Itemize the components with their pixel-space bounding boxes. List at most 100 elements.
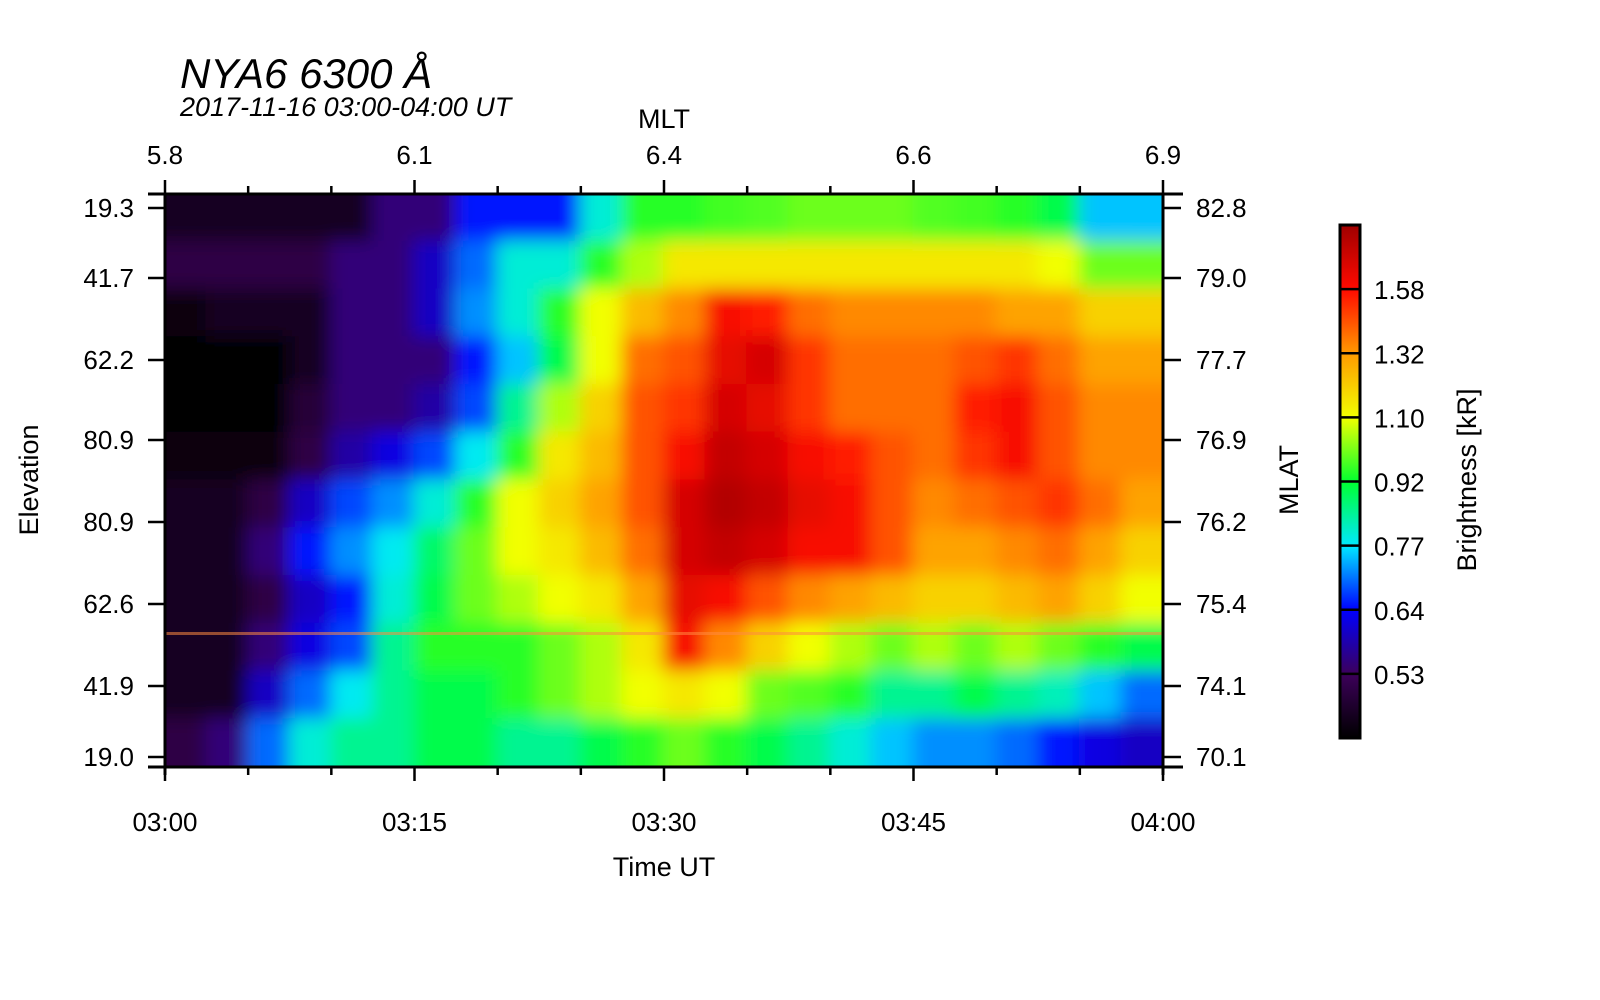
heatmap-cell	[288, 718, 333, 767]
heatmap-cell	[954, 431, 998, 482]
heatmap-cell	[330, 622, 374, 673]
heatmap-cell	[371, 194, 416, 243]
heatmap-cell	[995, 240, 1040, 291]
heatmap-cell	[288, 194, 333, 243]
heatmap-cell	[455, 384, 499, 434]
heatmap-cell	[288, 527, 333, 577]
heatmap-cell	[413, 718, 458, 767]
heatmap-cell	[1078, 670, 1123, 721]
x-tick-label: 03:00	[132, 807, 197, 837]
heatmap-cell	[330, 718, 374, 767]
x-tick-label: 03:45	[881, 807, 946, 837]
heatmap-cell	[621, 194, 665, 243]
heatmap-cell	[496, 384, 541, 434]
colorbar-band	[1340, 225, 1360, 290]
heatmap-cell	[995, 575, 1040, 625]
y-left-tick-label: 41.9	[83, 671, 134, 701]
heatmap-cell	[954, 336, 998, 386]
heatmap-cell	[413, 479, 458, 530]
heatmap-cell	[746, 240, 790, 291]
heatmap-cell	[205, 575, 250, 625]
heatmap-cell	[829, 622, 873, 673]
heatmap-cell	[496, 336, 541, 386]
heatmap-cell	[663, 431, 707, 482]
heatmap-cell	[746, 288, 790, 339]
heatmap-cell	[954, 718, 998, 767]
y-left-tick-label: 80.9	[83, 507, 134, 537]
heatmap-cell	[538, 622, 582, 673]
heatmap-cell	[954, 575, 998, 625]
heatmap-cell	[704, 431, 749, 482]
heatmap-cell	[247, 336, 291, 386]
heatmap-cell	[912, 527, 957, 577]
heatmap-cell	[413, 670, 458, 721]
heatmap-cell	[205, 527, 250, 577]
heatmap-cell	[247, 288, 291, 339]
heatmap-cell	[455, 288, 499, 339]
heatmap-cell	[455, 527, 499, 577]
heatmap-cell	[954, 479, 998, 530]
heatmap-cell	[165, 288, 208, 339]
heatmap-cell	[1120, 575, 1163, 625]
heatmap-cell	[330, 527, 374, 577]
heatmap-cell	[870, 527, 915, 577]
heatmap-cell	[829, 240, 873, 291]
heatmap-cell	[912, 479, 957, 530]
heatmap-cell	[371, 670, 416, 721]
x-top-tick-label: 6.4	[646, 140, 682, 170]
heatmap-cell	[165, 384, 208, 434]
heatmap-cell	[870, 194, 915, 243]
heatmap-cell	[413, 288, 458, 339]
x-top-tick-label: 5.8	[147, 140, 183, 170]
heatmap-cell	[787, 622, 832, 673]
heatmap-cell	[1078, 431, 1123, 482]
y-right-tick-label: 77.7	[1196, 345, 1247, 375]
colorbar-tick-label: 1.58	[1374, 275, 1425, 305]
heatmap-cell	[1120, 336, 1163, 386]
x-tick-label: 03:15	[382, 807, 447, 837]
colorbar-tick-label: 1.32	[1374, 339, 1425, 369]
heatmap-cell	[1078, 384, 1123, 434]
heatmap-cell	[912, 336, 957, 386]
heatmap-cell	[496, 431, 541, 482]
heatmap-cell	[787, 336, 832, 386]
heatmap-cell	[371, 479, 416, 530]
heatmap-cell	[829, 575, 873, 625]
heatmap-cell	[247, 479, 291, 530]
heatmap-cell	[413, 622, 458, 673]
heatmap-cell	[496, 194, 541, 243]
y-right-tick-label: 76.2	[1196, 507, 1247, 537]
heatmap-cell	[870, 336, 915, 386]
heatmap-cell	[371, 384, 416, 434]
heatmap-cell	[579, 622, 624, 673]
y-right-tick-label: 75.4	[1196, 589, 1247, 619]
heatmap-cell	[912, 194, 957, 243]
heatmap-cell	[787, 431, 832, 482]
heatmap-cell	[165, 718, 208, 767]
heatmap-cell	[288, 240, 333, 291]
heatmap-cell	[704, 240, 749, 291]
heatmap-cell	[413, 431, 458, 482]
heatmap-cell	[247, 670, 291, 721]
heatmap-cell	[1037, 288, 1081, 339]
heatmap-cell	[247, 194, 291, 243]
y-left-tick-label: 19.0	[83, 742, 134, 772]
heatmap-cell	[1037, 194, 1081, 243]
heatmap-cell	[247, 384, 291, 434]
heatmap-cell	[371, 240, 416, 291]
heatmap-cell	[496, 240, 541, 291]
heatmap-cell	[205, 384, 250, 434]
heatmap-cell	[579, 336, 624, 386]
colorbar-tick-label: 0.64	[1374, 596, 1425, 626]
colorbar-tick-label: 0.53	[1374, 660, 1425, 690]
y-right-tick-label: 74.1	[1196, 671, 1247, 701]
heatmap-cell	[330, 575, 374, 625]
heatmap-cell	[330, 670, 374, 721]
heatmap-cell	[746, 431, 790, 482]
heatmap-cell	[621, 527, 665, 577]
heatmap-cell	[1078, 527, 1123, 577]
heatmap-cell	[1037, 527, 1081, 577]
heatmap-cell	[579, 194, 624, 243]
heatmap-cell	[538, 527, 582, 577]
heatmap-cell	[746, 384, 790, 434]
